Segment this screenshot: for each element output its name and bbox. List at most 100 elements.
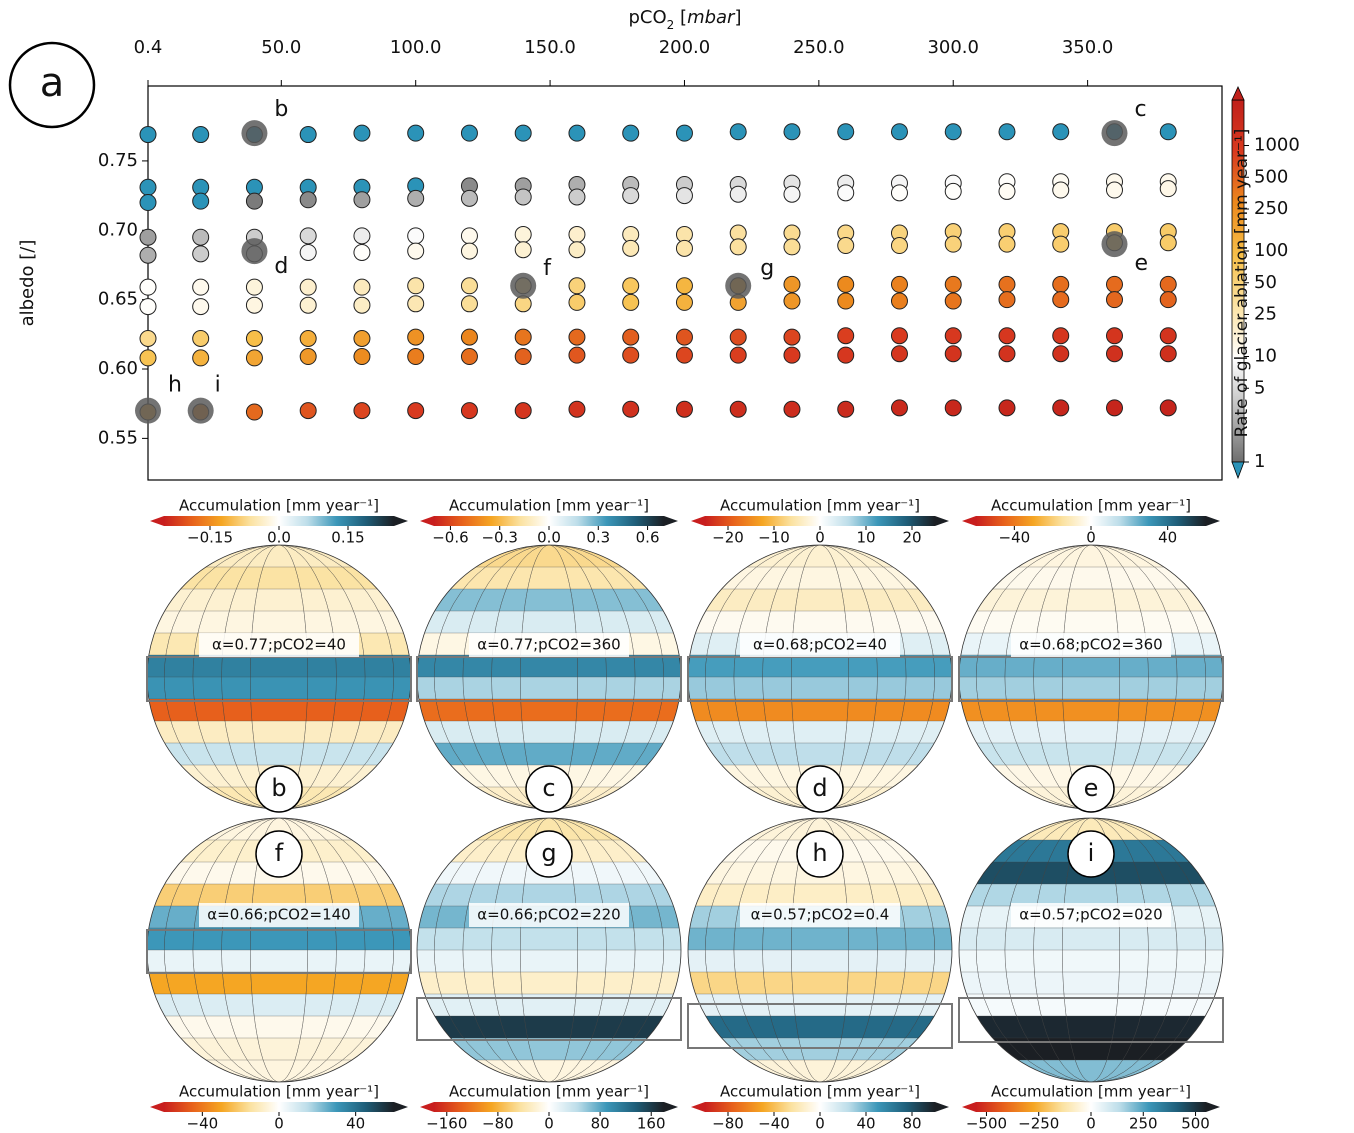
data-point	[1053, 328, 1069, 344]
x-tick-label: 150.0	[524, 37, 576, 58]
data-point	[1106, 292, 1122, 308]
highlight-label: d	[274, 254, 288, 279]
x-tick-label: 100.0	[390, 37, 442, 58]
data-point	[1053, 124, 1069, 140]
data-point	[623, 294, 639, 310]
colorbar	[164, 516, 394, 526]
data-point	[408, 329, 424, 345]
colorbar-over	[394, 1102, 408, 1112]
data-point	[676, 240, 692, 256]
data-point	[730, 347, 746, 363]
x-axis-label: pCO2 [mbar]	[629, 7, 742, 32]
colorbar-tick-label: 50	[1254, 272, 1277, 293]
colorbar	[976, 1102, 1206, 1112]
colorbar-tick-label: −40	[187, 1115, 219, 1133]
data-point	[676, 294, 692, 310]
panel-label: h	[812, 839, 827, 867]
colorbar-tick-label: 0	[815, 1115, 825, 1133]
colorbar-over	[394, 516, 408, 526]
colorbar	[434, 516, 664, 526]
band	[417, 545, 681, 568]
colorbar-tick-label: 25	[1254, 304, 1277, 325]
colorbar-tick-label: −0.3	[481, 529, 517, 547]
data-point	[999, 346, 1015, 362]
data-point	[730, 239, 746, 255]
data-point	[1053, 182, 1069, 198]
data-point	[1053, 346, 1069, 362]
data-point	[140, 279, 156, 295]
data-point	[300, 192, 316, 208]
colorbar-tick-label: −0.6	[432, 529, 468, 547]
data-point	[569, 125, 585, 141]
data-point	[999, 183, 1015, 199]
band	[688, 1016, 952, 1039]
data-point	[945, 293, 961, 309]
data-point	[354, 349, 370, 365]
data-point	[354, 330, 370, 346]
data-point	[891, 124, 907, 140]
data-point	[140, 229, 156, 245]
data-point	[408, 278, 424, 294]
colorbar-tick-label: 0.3	[586, 529, 610, 547]
colorbar	[705, 1102, 935, 1112]
data-point	[515, 125, 531, 141]
colorbar-over	[935, 1102, 949, 1112]
band	[147, 699, 411, 722]
colorbar-tick-label: −250	[1018, 1115, 1059, 1133]
colorbar-over	[1232, 87, 1244, 100]
data-point	[623, 329, 639, 345]
data-point	[945, 328, 961, 344]
highlight-label: i	[215, 373, 221, 398]
highlight-label: g	[760, 256, 774, 281]
data-point	[945, 276, 961, 292]
colorbar-under	[691, 516, 705, 526]
annotation: α=0.77;pCO2=360	[477, 636, 620, 654]
colorbar-over	[935, 516, 949, 526]
annotation: α=0.68;pCO2=40	[753, 636, 887, 654]
data-point	[891, 328, 907, 344]
band	[688, 1038, 952, 1061]
colorbar-tick-label: 250	[1129, 1115, 1158, 1133]
band	[417, 1038, 681, 1061]
annotation: α=0.57;pCO2=0.4	[751, 906, 890, 924]
panel-label: a	[40, 60, 65, 106]
colorbar-tick-label: 0	[544, 1115, 554, 1133]
colorbar-label: Accumulation [mm year⁻¹]	[720, 497, 920, 515]
data-point	[569, 226, 585, 242]
colorbar-tick-label: 0	[815, 529, 825, 547]
band	[417, 928, 681, 951]
band	[417, 677, 681, 700]
colorbar-tick-label: 500	[1254, 166, 1288, 187]
colorbar-over	[1206, 1102, 1220, 1112]
data-point	[784, 276, 800, 292]
colorbar-label: Accumulation [mm year⁻¹]	[991, 497, 1191, 515]
band	[147, 1016, 411, 1039]
y-tick-label: 0.75	[98, 150, 138, 171]
band	[417, 743, 681, 766]
x-tick-label: 250.0	[793, 37, 845, 58]
data-point	[891, 346, 907, 362]
data-point	[999, 328, 1015, 344]
data-point	[676, 401, 692, 417]
x-axis-label-part: ]	[734, 7, 741, 28]
band	[417, 1060, 681, 1083]
data-point	[784, 329, 800, 345]
data-point	[193, 246, 209, 262]
band	[147, 743, 411, 766]
colorbar-tick-label: −80	[482, 1115, 514, 1133]
data-point	[246, 350, 262, 366]
data-point	[461, 243, 477, 259]
colorbar-label: Accumulation [mm year⁻¹]	[179, 1083, 379, 1101]
colorbar-tick-label: −10	[758, 529, 790, 547]
highlight-label: h	[168, 373, 182, 398]
data-point	[623, 125, 639, 141]
highlight-point	[725, 273, 751, 299]
data-point	[838, 293, 854, 309]
data-point	[838, 124, 854, 140]
data-point	[676, 347, 692, 363]
colorbar-under	[962, 1102, 976, 1112]
data-point	[784, 124, 800, 140]
data-point	[140, 179, 156, 195]
data-point	[676, 278, 692, 294]
band	[417, 589, 681, 612]
